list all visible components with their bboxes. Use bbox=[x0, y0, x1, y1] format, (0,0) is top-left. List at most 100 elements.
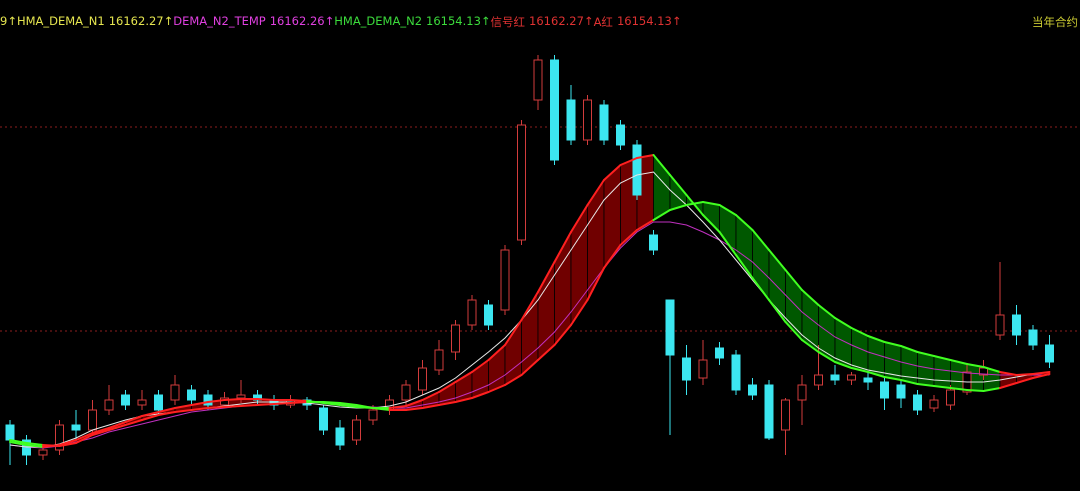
candle-body bbox=[682, 357, 691, 381]
band-edge bbox=[223, 398, 242, 401]
candle-body bbox=[401, 384, 411, 401]
legend-value: 16154.13 bbox=[426, 14, 481, 28]
legend-value: 16162.26 bbox=[269, 14, 325, 28]
band-edge bbox=[504, 374, 523, 386]
band-edge bbox=[141, 411, 160, 417]
band-edge bbox=[834, 317, 853, 329]
band-edge bbox=[108, 421, 127, 429]
band-edge bbox=[570, 299, 589, 326]
candle-body bbox=[830, 374, 840, 381]
band-edge bbox=[58, 439, 77, 446]
band-edge bbox=[355, 404, 374, 409]
band-edge bbox=[421, 404, 440, 409]
candle-body bbox=[1012, 314, 1021, 336]
band-edge bbox=[471, 359, 490, 373]
candle-body bbox=[1045, 344, 1054, 363]
candle-body bbox=[467, 299, 477, 326]
band-fill bbox=[570, 203, 588, 327]
legend-value: 16154.13 bbox=[616, 14, 672, 28]
band-edge bbox=[537, 261, 556, 293]
candle-body bbox=[797, 384, 807, 401]
band-edge bbox=[372, 407, 391, 411]
band-edge bbox=[619, 229, 638, 246]
band-fill bbox=[603, 164, 621, 270]
candle-body bbox=[533, 59, 543, 101]
band-edge bbox=[223, 405, 242, 408]
band-edge bbox=[900, 379, 919, 385]
indicator-line bbox=[9, 171, 1050, 448]
candle-body bbox=[55, 424, 64, 451]
band-edge bbox=[817, 304, 836, 319]
band-fill bbox=[735, 214, 753, 280]
band-edge bbox=[669, 204, 688, 211]
candle-body bbox=[434, 349, 444, 371]
candle-body bbox=[500, 249, 510, 311]
band-edge bbox=[438, 401, 457, 406]
band-edge bbox=[619, 157, 638, 166]
candle-body bbox=[863, 377, 873, 383]
candle-body bbox=[764, 384, 774, 439]
band-edge bbox=[207, 399, 226, 403]
band-edge bbox=[636, 154, 655, 159]
contract-label: 当年合约 bbox=[1032, 15, 1078, 29]
band-edge bbox=[157, 411, 176, 416]
band-edge bbox=[702, 214, 721, 233]
band-edge bbox=[289, 401, 308, 404]
band-edge bbox=[768, 249, 787, 271]
candle-body bbox=[88, 409, 97, 431]
legend-value: 16162.27 bbox=[108, 14, 164, 28]
band-edge bbox=[190, 407, 209, 411]
candle-body bbox=[352, 419, 361, 441]
band-edge bbox=[652, 154, 671, 176]
legend-name: HMA_DEMA_N2 bbox=[334, 14, 423, 28]
band-edge bbox=[25, 442, 44, 446]
band-edge bbox=[702, 201, 721, 206]
band-fill bbox=[504, 318, 522, 386]
band-edge bbox=[25, 444, 44, 448]
band-edge bbox=[190, 401, 209, 406]
legend-arrow: ↑ bbox=[324, 14, 335, 28]
band-edge bbox=[454, 371, 473, 383]
band-edge bbox=[256, 403, 275, 406]
band-fill bbox=[933, 355, 951, 389]
band-edge bbox=[966, 389, 985, 392]
candle-body bbox=[38, 449, 48, 456]
band-edge bbox=[9, 439, 28, 444]
candle-body bbox=[731, 354, 741, 391]
band-edge bbox=[141, 414, 160, 421]
candle-body bbox=[698, 359, 708, 379]
band-edge bbox=[603, 164, 622, 181]
band-edge bbox=[9, 441, 28, 446]
band-edge bbox=[883, 376, 902, 381]
candle-body bbox=[220, 397, 229, 406]
band-edge bbox=[999, 371, 1018, 376]
candle-body bbox=[154, 394, 163, 411]
band-edge bbox=[157, 407, 176, 413]
band-edge bbox=[784, 321, 803, 341]
candle-body bbox=[583, 99, 592, 141]
band-edge bbox=[801, 339, 820, 353]
candle-body bbox=[1028, 329, 1038, 346]
band-edge bbox=[751, 229, 770, 251]
band-edge bbox=[174, 409, 193, 413]
band-edge bbox=[405, 399, 424, 407]
band-edge bbox=[471, 391, 490, 399]
band-edge bbox=[438, 381, 457, 393]
band-edge bbox=[949, 359, 968, 365]
band-edge bbox=[916, 351, 935, 357]
band-edge bbox=[289, 399, 308, 402]
legend-name: A红 bbox=[593, 15, 613, 29]
band-edge bbox=[900, 345, 919, 353]
band-edge bbox=[322, 402, 341, 406]
candle-body bbox=[368, 409, 378, 421]
band-edge bbox=[999, 382, 1018, 389]
band-edge bbox=[933, 355, 952, 361]
band-edge bbox=[883, 341, 902, 347]
band-edge bbox=[553, 231, 572, 263]
legend-arrow: ↑ bbox=[583, 14, 594, 28]
band-edge bbox=[735, 254, 754, 279]
band-edge bbox=[124, 419, 143, 426]
band-edge bbox=[784, 269, 803, 291]
